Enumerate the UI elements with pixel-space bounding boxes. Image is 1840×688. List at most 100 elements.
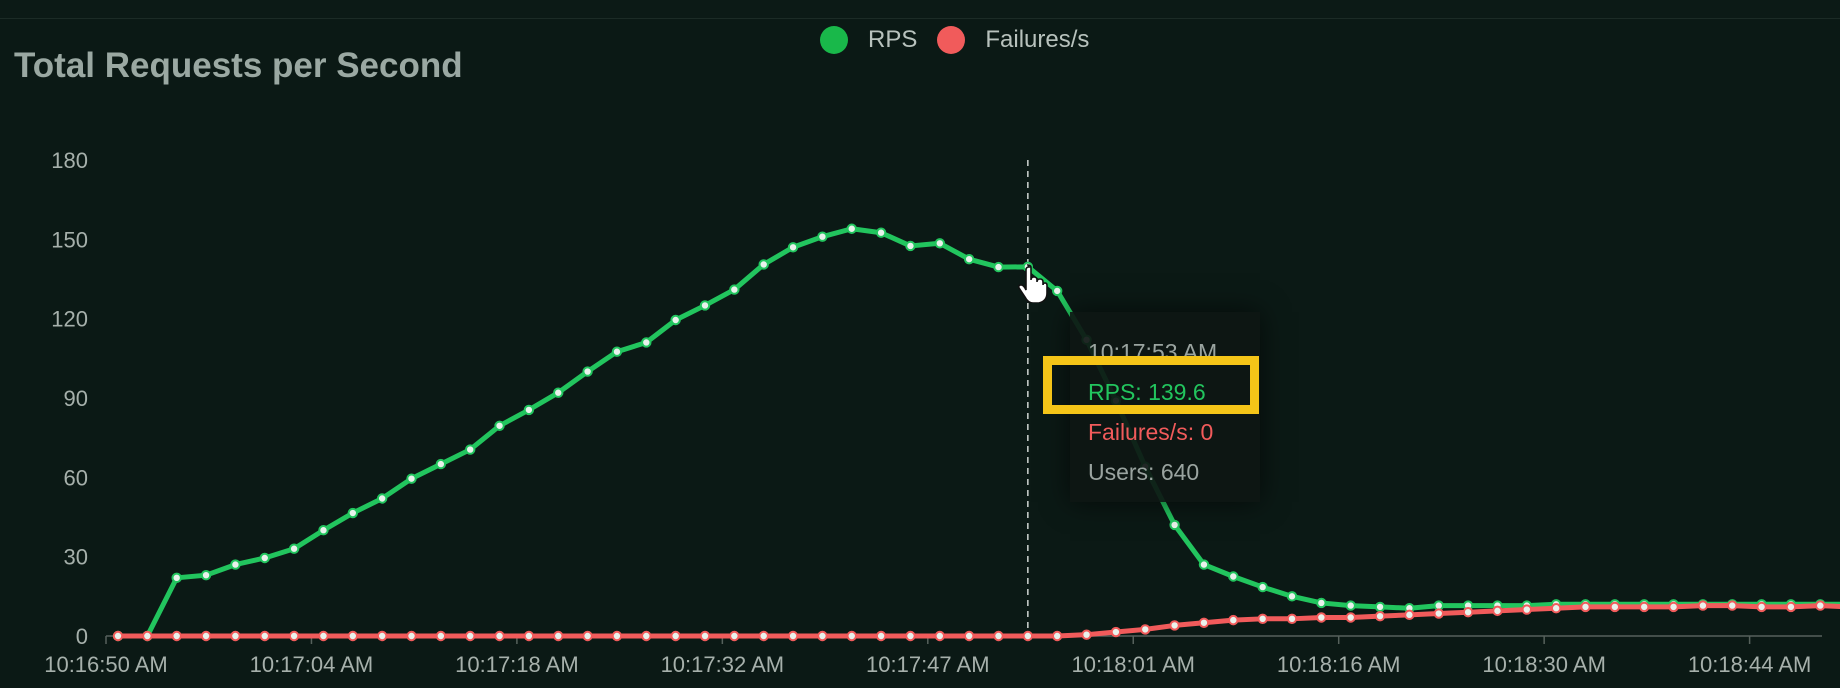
data-point-rps: [318, 525, 329, 536]
data-point-failures: [230, 630, 241, 642]
tooltip-rps: RPS: 139.6: [1088, 379, 1206, 405]
legend-item-failures[interactable]: Failures/s: [937, 26, 1089, 54]
data-point-failures: [1316, 612, 1327, 623]
data-point-failures: [582, 630, 593, 642]
data-point-failures: [1492, 605, 1503, 617]
y-tick-label: 30: [64, 545, 88, 570]
failures-legend-label: Failures/s: [985, 26, 1090, 53]
y-tick-label: 90: [64, 386, 88, 411]
legend-item-rps[interactable]: RPS: [820, 26, 917, 54]
data-point-rps: [1316, 597, 1327, 609]
x-tick-label: 10:17:47 AM: [866, 652, 990, 677]
data-point-failures: [1169, 620, 1180, 631]
data-point-rps: [846, 223, 857, 234]
data-point-failures: [259, 630, 270, 642]
data-point-failures: [1198, 617, 1210, 628]
data-point-failures: [171, 630, 182, 642]
rps-legend-dot: [820, 26, 848, 54]
data-point-rps: [1257, 581, 1268, 593]
data-point-rps: [670, 314, 681, 326]
x-tick-label: 10:18:16 AM: [1277, 652, 1401, 677]
data-point-rps: [963, 253, 975, 265]
data-point-failures: [112, 630, 124, 642]
data-point-failures: [1140, 624, 1151, 635]
data-point-failures: [729, 630, 740, 642]
data-point-rps: [465, 444, 476, 455]
data-point-failures: [993, 630, 1004, 642]
series-line-rps: [115, 226, 1840, 639]
data-point-rps: [1052, 285, 1063, 297]
data-point-failures: [699, 630, 711, 642]
y-tick-label: 60: [64, 465, 88, 490]
x-tick-label: 10:17:18 AM: [455, 652, 579, 677]
data-point-rps: [1374, 601, 1386, 613]
data-point-failures: [1756, 601, 1767, 613]
data-point-failures: [347, 630, 358, 642]
data-point-rps: [641, 337, 652, 348]
data-point-failures: [817, 630, 828, 642]
data-point-failures: [1580, 601, 1591, 613]
data-point-failures: [1550, 603, 1562, 614]
rps-legend-label: RPS: [868, 26, 918, 53]
data-point-rps: [347, 507, 358, 519]
data-point-rps: [553, 387, 564, 398]
data-point-rps: [435, 458, 447, 470]
data-point-failures: [1815, 600, 1826, 611]
data-point-failures: [523, 630, 535, 642]
data-point-rps: [406, 473, 417, 484]
data-point-failures: [611, 630, 623, 642]
data-point-failures: [318, 630, 329, 642]
rps-highlight-box: [1043, 356, 1259, 414]
top-bar: [0, 0, 1840, 19]
x-tick-label: 10:17:04 AM: [250, 652, 374, 677]
data-point-failures: [787, 630, 799, 642]
data-point-failures: [1374, 610, 1386, 622]
data-point-rps: [582, 366, 593, 377]
y-tick-label: 180: [51, 148, 88, 173]
data-point-failures: [1521, 604, 1533, 615]
data-point-failures: [553, 630, 564, 642]
data-point-rps: [1286, 591, 1298, 602]
data-point-failures: [406, 630, 417, 642]
data-point-rps: [1345, 600, 1356, 611]
data-point-failures: [1697, 600, 1709, 611]
data-point-rps: [494, 420, 505, 431]
data-point-failures: [1110, 626, 1122, 638]
data-point-failures: [758, 630, 769, 642]
data-point-rps: [934, 238, 945, 249]
data-point-rps: [1198, 559, 1210, 570]
data-point-rps: [1228, 571, 1239, 582]
data-point-rps: [993, 261, 1004, 273]
data-point-rps: [200, 569, 212, 581]
data-point-failures: [1462, 607, 1474, 618]
data-point-failures: [1286, 613, 1298, 625]
failures-legend-dot: [937, 26, 966, 54]
data-point-failures: [376, 630, 388, 642]
data-point-failures: [494, 630, 505, 642]
data-point-rps: [817, 231, 828, 242]
y-tick-label: 120: [51, 307, 88, 332]
data-point-failures: [1609, 601, 1621, 613]
data-point-failures: [1052, 630, 1063, 642]
data-point-rps: [787, 242, 799, 253]
data-point-rps: [171, 572, 182, 584]
data-point-failures: [1433, 608, 1444, 619]
data-point-failures: [1228, 614, 1239, 626]
data-point-rps: [611, 346, 623, 357]
data-point-failures: [142, 630, 153, 642]
tooltip-users: Users: 640: [1088, 459, 1200, 485]
data-point-rps: [905, 240, 916, 252]
tooltip-failures: Failures/s: 0: [1088, 419, 1214, 445]
data-point-rps: [288, 543, 300, 554]
data-point-failures: [875, 630, 887, 642]
data-point-failures: [200, 630, 212, 642]
data-point-failures: [963, 630, 975, 642]
data-point-rps: [699, 300, 711, 311]
hand-cursor-icon: [1018, 264, 1048, 303]
data-point-rps: [875, 227, 887, 238]
chart-title: Total Requests per Second: [14, 46, 463, 85]
x-tick-label: 10:16:50 AM: [44, 652, 168, 677]
data-point-rps: [729, 284, 740, 295]
data-point-failures: [1257, 613, 1268, 625]
